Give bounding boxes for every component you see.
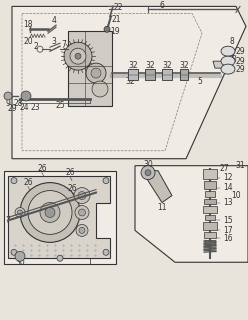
Text: 7: 7 xyxy=(62,40,66,49)
Circle shape xyxy=(92,81,108,97)
Circle shape xyxy=(57,255,63,261)
Polygon shape xyxy=(8,176,110,258)
Text: 23: 23 xyxy=(30,103,40,112)
Text: 32: 32 xyxy=(128,60,138,70)
Circle shape xyxy=(86,63,106,83)
Text: 6: 6 xyxy=(159,1,164,10)
Text: 1: 1 xyxy=(88,258,92,267)
Circle shape xyxy=(45,207,55,218)
Text: 25: 25 xyxy=(55,101,65,110)
Polygon shape xyxy=(128,69,138,80)
Circle shape xyxy=(18,210,23,215)
Text: 4: 4 xyxy=(52,16,57,25)
Text: 8: 8 xyxy=(232,55,236,64)
Text: 12: 12 xyxy=(223,173,233,182)
Text: 3: 3 xyxy=(52,37,57,46)
Polygon shape xyxy=(135,166,248,262)
Polygon shape xyxy=(180,69,188,80)
Polygon shape xyxy=(145,69,155,80)
Text: 27: 27 xyxy=(219,164,229,173)
Text: 14: 14 xyxy=(223,183,233,192)
Text: 29: 29 xyxy=(235,57,245,66)
Text: 21: 21 xyxy=(111,15,121,24)
Text: 20: 20 xyxy=(23,37,33,46)
Polygon shape xyxy=(205,191,215,196)
Circle shape xyxy=(104,26,110,32)
Text: 29: 29 xyxy=(235,47,245,56)
Text: 26: 26 xyxy=(37,164,47,173)
Text: 13: 13 xyxy=(223,198,233,207)
Text: 15: 15 xyxy=(223,216,233,225)
Circle shape xyxy=(78,192,86,200)
Circle shape xyxy=(79,209,86,216)
Polygon shape xyxy=(144,171,172,203)
Polygon shape xyxy=(213,61,230,68)
Ellipse shape xyxy=(221,64,235,74)
Ellipse shape xyxy=(221,56,235,66)
Polygon shape xyxy=(204,232,216,238)
Circle shape xyxy=(11,249,17,255)
Circle shape xyxy=(103,249,109,255)
Circle shape xyxy=(141,166,155,180)
Text: 7: 7 xyxy=(5,216,10,225)
Text: 29: 29 xyxy=(7,104,17,114)
Circle shape xyxy=(4,92,12,100)
Polygon shape xyxy=(204,180,216,188)
Polygon shape xyxy=(203,169,217,179)
Polygon shape xyxy=(205,215,215,220)
Text: 30: 30 xyxy=(143,160,153,169)
Polygon shape xyxy=(68,31,112,106)
Circle shape xyxy=(21,91,31,101)
Polygon shape xyxy=(205,240,215,245)
Circle shape xyxy=(64,42,92,70)
Text: 24: 24 xyxy=(19,103,29,112)
Text: 26: 26 xyxy=(23,178,33,187)
Polygon shape xyxy=(12,6,246,159)
Circle shape xyxy=(74,188,90,204)
Circle shape xyxy=(15,251,25,261)
Text: 9: 9 xyxy=(5,100,10,108)
Text: 8: 8 xyxy=(230,37,234,46)
Text: 2: 2 xyxy=(34,42,38,51)
Circle shape xyxy=(15,207,25,218)
Text: 19: 19 xyxy=(110,27,120,36)
Text: 16: 16 xyxy=(223,234,233,243)
Circle shape xyxy=(103,178,109,184)
Text: 30: 30 xyxy=(15,258,25,267)
Ellipse shape xyxy=(221,46,235,56)
Circle shape xyxy=(28,191,72,234)
Text: 18: 18 xyxy=(23,20,33,29)
Polygon shape xyxy=(203,222,217,230)
Circle shape xyxy=(76,224,88,236)
Text: 29: 29 xyxy=(235,65,245,74)
Text: 10: 10 xyxy=(231,191,241,200)
Circle shape xyxy=(70,48,86,64)
Text: 5: 5 xyxy=(198,76,202,85)
Text: 28: 28 xyxy=(13,100,23,108)
Circle shape xyxy=(75,205,89,220)
Text: 22: 22 xyxy=(113,3,123,12)
Text: 26: 26 xyxy=(67,184,77,193)
Polygon shape xyxy=(203,205,217,213)
Circle shape xyxy=(75,53,81,59)
Text: 11: 11 xyxy=(157,203,167,212)
Circle shape xyxy=(79,228,85,233)
Text: 26: 26 xyxy=(65,168,75,177)
Text: 32: 32 xyxy=(145,60,155,70)
Circle shape xyxy=(11,178,17,184)
Circle shape xyxy=(145,170,151,176)
Polygon shape xyxy=(4,171,116,264)
Text: 32: 32 xyxy=(125,76,135,85)
Polygon shape xyxy=(204,198,216,204)
Text: 17: 17 xyxy=(223,226,233,235)
Text: 32: 32 xyxy=(162,60,172,70)
Circle shape xyxy=(91,68,101,78)
Circle shape xyxy=(40,203,60,222)
Text: 31: 31 xyxy=(235,161,245,170)
Text: 32: 32 xyxy=(179,60,189,70)
Circle shape xyxy=(20,183,80,242)
Polygon shape xyxy=(162,69,172,80)
